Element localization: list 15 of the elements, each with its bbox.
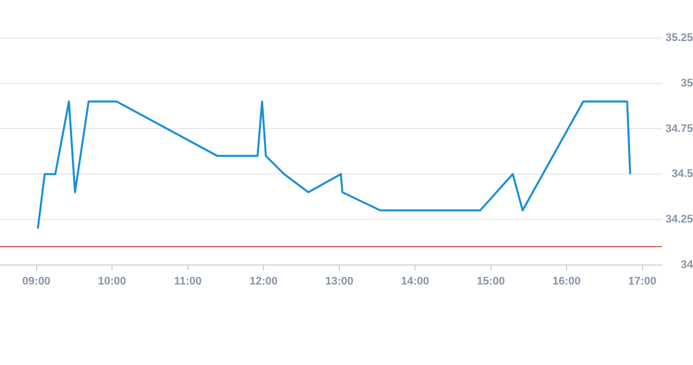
x-tick-label: 13:00: [325, 275, 354, 288]
y-tick-label: 35: [680, 77, 693, 90]
x-tick-label: 09:00: [22, 275, 50, 288]
x-tick-label: 16:00: [552, 275, 581, 288]
y-tick-label: 34.75: [665, 122, 693, 135]
y-tick-label: 34: [680, 258, 693, 271]
x-tick-label: 14:00: [401, 275, 430, 288]
x-tick-label: 17:00: [628, 275, 656, 288]
x-tick-label: 11:00: [174, 275, 202, 288]
y-tick-label: 34.25: [665, 213, 693, 226]
y-tick-label: 35.25: [665, 32, 693, 44]
x-tick-label: 10:00: [98, 275, 126, 288]
x-tick-label: 12:00: [250, 275, 278, 288]
x-tick-label: 15:00: [476, 275, 505, 288]
y-tick-label: 34.5: [672, 168, 693, 180]
